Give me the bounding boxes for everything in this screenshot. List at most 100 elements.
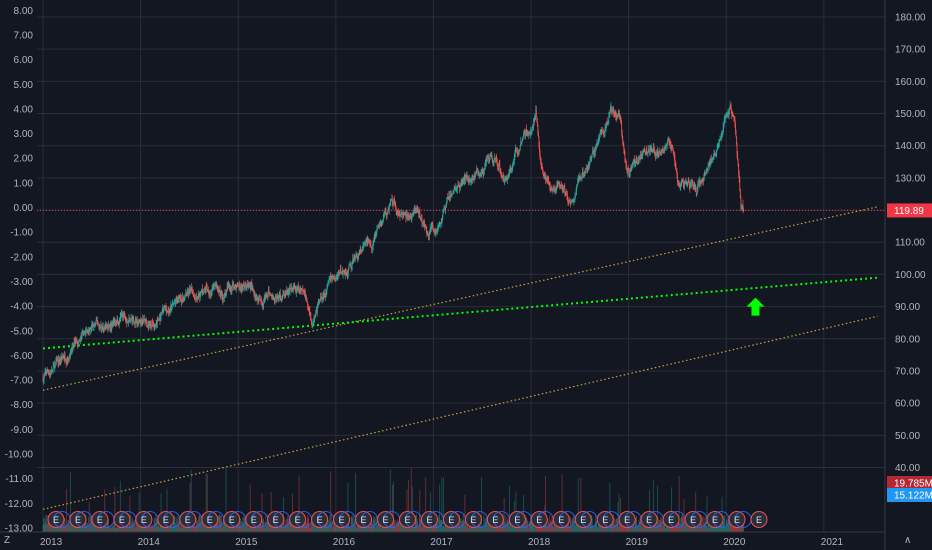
left-tick-label--3.00: -3.00	[10, 277, 33, 288]
volume-bar	[193, 524, 195, 532]
candle-body	[582, 171, 583, 176]
auto-scale-toggle[interactable]: ∧	[904, 535, 911, 546]
candle-body	[169, 312, 171, 314]
earnings-marker[interactable]: E	[464, 511, 488, 528]
volume-bar	[581, 524, 582, 532]
volume-bar	[47, 515, 49, 532]
candle-body	[462, 181, 464, 184]
candle-body	[323, 293, 325, 296]
timezone-toggle[interactable]: Z	[4, 535, 10, 546]
volume-bar	[357, 519, 358, 532]
candle-body	[279, 293, 281, 297]
volume-bar	[726, 519, 728, 532]
earnings-marker[interactable]: E	[91, 511, 115, 528]
earnings-marker[interactable]: E	[530, 511, 554, 528]
earnings-marker[interactable]: E	[750, 511, 773, 528]
volume-bar	[463, 525, 465, 532]
candle-body	[87, 332, 89, 335]
up-arrow-annotation[interactable]	[746, 297, 765, 316]
earnings-marker[interactable]: E	[267, 511, 291, 528]
candle-body	[364, 243, 365, 245]
volume-bar	[68, 523, 70, 532]
candle-body	[518, 153, 520, 155]
earnings-marker[interactable]: E	[113, 511, 137, 528]
volume-bar	[166, 488, 168, 532]
volume-bar	[592, 526, 594, 532]
candle-body	[104, 325, 106, 328]
earnings-marker[interactable]: E	[596, 511, 620, 528]
earnings-marker[interactable]: E	[728, 511, 752, 528]
candle-body	[625, 161, 627, 165]
candle-body	[560, 185, 561, 188]
candle-body	[665, 146, 667, 148]
volume-bar	[418, 514, 420, 532]
candle-body	[447, 197, 449, 199]
volume-value-red: 19.785M	[894, 479, 932, 490]
candle-body	[689, 185, 691, 188]
candle-body	[552, 189, 554, 192]
candle-body	[483, 173, 485, 175]
candle-body	[409, 214, 411, 216]
volume-bar	[144, 526, 145, 532]
earnings-marker-label: E	[756, 515, 762, 525]
volume-bar	[525, 517, 527, 532]
volume-bar	[568, 526, 570, 532]
volume-bar	[487, 516, 489, 532]
earnings-marker[interactable]: E	[684, 511, 708, 528]
candle-body	[375, 234, 377, 236]
candle-body	[212, 288, 214, 290]
candle-body	[85, 331, 87, 333]
candle-body	[445, 205, 447, 207]
volume-bar	[264, 527, 266, 532]
volume-bar	[285, 524, 287, 532]
candle-body	[662, 149, 664, 151]
earnings-marker[interactable]: E	[289, 511, 313, 528]
volume-bar	[415, 515, 416, 532]
earnings-marker[interactable]: E	[245, 511, 269, 528]
volume-bar	[569, 516, 571, 532]
volume-bar	[575, 518, 577, 532]
volume-bar	[548, 524, 550, 532]
candle-body	[164, 306, 166, 308]
volume-bar	[637, 525, 639, 532]
candle-body	[678, 182, 680, 186]
earnings-marker[interactable]: E	[47, 511, 71, 528]
volume-bar	[469, 522, 471, 532]
candle-body	[502, 176, 504, 178]
candle-body	[43, 377, 45, 380]
candle-body	[176, 299, 178, 301]
candle-body	[430, 228, 431, 230]
candle-body	[188, 291, 189, 294]
volume-bar	[505, 523, 507, 532]
candle-body	[702, 180, 704, 182]
candle-body	[336, 277, 338, 279]
volume-bar	[199, 514, 201, 532]
candle-body	[634, 161, 636, 163]
candle-body	[119, 320, 121, 322]
earnings-marker[interactable]: E	[179, 511, 203, 528]
earnings-marker[interactable]: E	[223, 511, 247, 528]
volume-bar	[176, 515, 178, 532]
candle-body	[418, 211, 420, 215]
candle-body	[468, 178, 470, 181]
candle-body	[351, 266, 353, 268]
volume-bar	[473, 526, 475, 532]
earnings-marker[interactable]: E	[486, 511, 510, 528]
earnings-marker[interactable]: E	[355, 511, 379, 528]
candle-body	[286, 290, 288, 292]
candle-body	[419, 216, 421, 219]
volume-bar	[219, 514, 221, 532]
candle-body	[199, 295, 201, 298]
candle-body	[57, 359, 59, 363]
candle-body	[413, 210, 415, 214]
volume-bar	[613, 524, 615, 532]
volume-bar	[455, 523, 457, 532]
candle-body	[410, 216, 412, 221]
volume-bar	[510, 521, 511, 532]
candle-body	[648, 149, 650, 151]
candle-body	[603, 132, 604, 133]
candle-body	[495, 157, 497, 159]
earnings-marker[interactable]: E	[662, 511, 686, 528]
